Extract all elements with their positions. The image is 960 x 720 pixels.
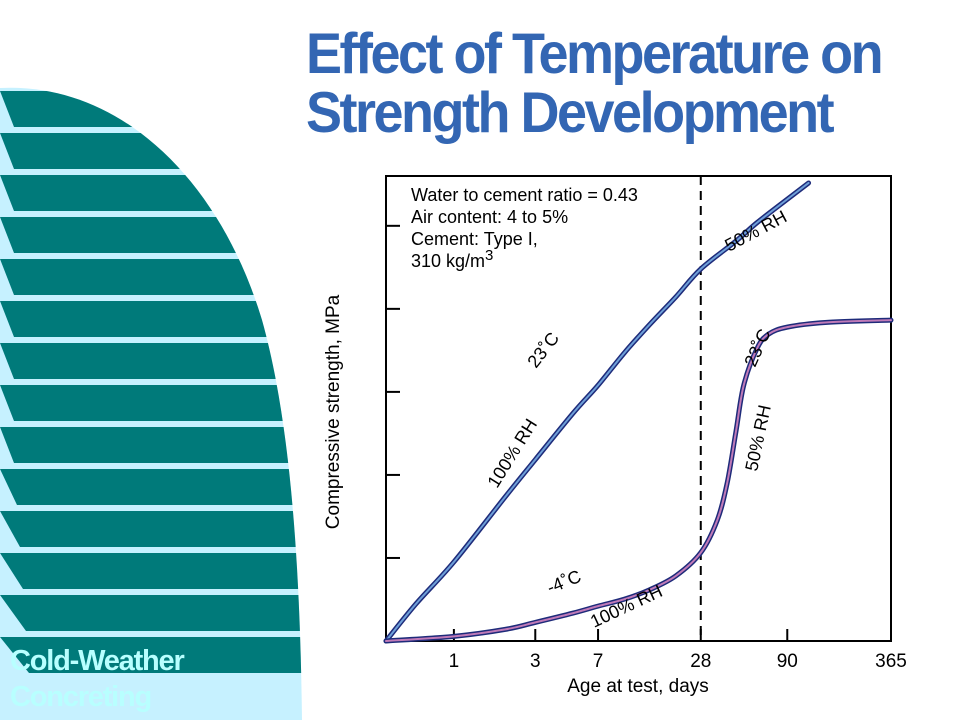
x-tick-label: 90 xyxy=(777,651,798,672)
curve-2-label-rh-2: 50% RH xyxy=(741,403,774,473)
x-tick-label: 7 xyxy=(593,651,604,672)
curve-1-label-rh-2: 50% RH xyxy=(721,206,790,255)
fan-stripe xyxy=(0,301,302,337)
x-tick-label: 365 xyxy=(875,651,907,672)
x-axis-label: Age at test, days xyxy=(567,676,709,697)
fan-stripe xyxy=(0,511,302,547)
note-line-2: Air content: 4 to 5% xyxy=(411,207,568,227)
fan-stripe xyxy=(0,385,302,421)
fan-stripe xyxy=(0,637,302,673)
x-tick-label: 3 xyxy=(530,651,541,672)
curve-1-label-rh: 100% RH xyxy=(483,415,541,491)
footer-line-1: Cold-Weather xyxy=(10,645,185,677)
curve-1-label-temp: 23˚C xyxy=(523,328,563,371)
curve-2-highlight xyxy=(385,319,892,642)
x-tick-label: 1 xyxy=(449,651,460,672)
fan-stripe xyxy=(0,553,302,589)
curve-2-label-temp-2: 23˚C xyxy=(740,326,774,370)
x-axis-tick-labels: 1 3 7 28 90 365 xyxy=(449,651,907,672)
plot-frame xyxy=(385,175,892,642)
title-line-2: Strength Development xyxy=(306,81,835,145)
fan-stripes xyxy=(0,91,302,673)
footer-line-2: Concreting xyxy=(10,681,152,713)
curve-2-label-temp: -4˚C xyxy=(544,566,584,598)
fan-stripe xyxy=(0,469,302,505)
title-line-1: Effect of Temperature on xyxy=(306,21,884,86)
note-line-1: Water to cement ratio = 0.43 xyxy=(411,185,638,205)
chart-notes: Water to cement ratio = 0.43 Air content… xyxy=(411,185,643,271)
footer-label: Cold-Weather Concreting xyxy=(10,643,185,715)
y-axis-label: Compressive strength, MPa xyxy=(323,294,344,529)
fan-stripe xyxy=(0,427,302,463)
fan-stripe xyxy=(0,343,302,379)
x-tick-label: 28 xyxy=(690,651,711,672)
note-superscript: 3 xyxy=(485,247,493,264)
note-line-4: 310 kg/m xyxy=(411,251,485,271)
fan-stripe xyxy=(0,595,302,631)
fan-stripe xyxy=(0,259,302,295)
page-title: Effect of Temperature on Strength Develo… xyxy=(306,24,946,143)
curves xyxy=(383,180,894,644)
y-axis-ticks xyxy=(386,224,400,559)
note-line-3: Cement: Type I, xyxy=(411,229,538,249)
curve-1-highlight xyxy=(385,181,810,642)
